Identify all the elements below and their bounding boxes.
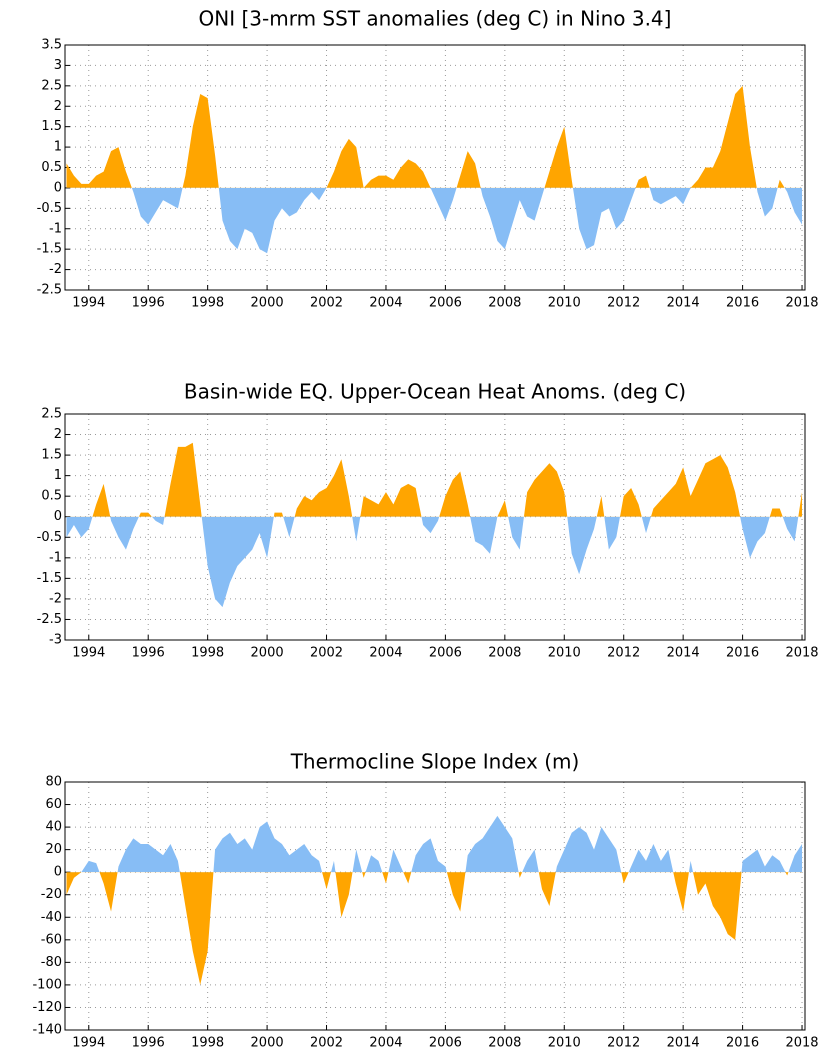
x-tick-label: 1998 xyxy=(191,646,224,661)
y-tick-label: 20 xyxy=(45,842,62,857)
x-tick-label: 1994 xyxy=(72,1036,105,1051)
x-tick-label: 2012 xyxy=(607,296,640,311)
x-tick-label: 2002 xyxy=(310,646,343,661)
y-tick-label: 0.5 xyxy=(41,489,62,504)
x-tick-label: 2016 xyxy=(726,646,759,661)
y-tick-label: -100 xyxy=(32,977,62,992)
chart-title: Basin-wide EQ. Upper-Ocean Heat Anoms. (… xyxy=(184,380,686,404)
y-tick-label: -2.5 xyxy=(37,283,62,298)
y-tick-label: -20 xyxy=(41,887,62,902)
chart-title: ONI [3-mrm SST anomalies (deg C) in Nino… xyxy=(199,7,672,31)
x-tick-label: 2016 xyxy=(726,1036,759,1051)
x-tick-label: 2002 xyxy=(310,296,343,311)
y-tick-label: 1 xyxy=(54,468,62,483)
plot-frame xyxy=(64,781,806,1031)
y-tick-label: -140 xyxy=(32,1023,62,1038)
x-tick-label: 2010 xyxy=(548,1036,581,1051)
y-tick-label: -2 xyxy=(49,591,62,606)
x-tick-label: 2006 xyxy=(429,296,462,311)
x-tick-label: 2018 xyxy=(785,296,818,311)
y-tick-label: 0 xyxy=(54,509,62,524)
x-tick-label: 2004 xyxy=(369,646,402,661)
x-tick-label: 1998 xyxy=(191,1036,224,1051)
y-tick-label: 2.5 xyxy=(41,78,62,93)
x-tick-label: 1994 xyxy=(72,296,105,311)
y-tick-label: -120 xyxy=(32,1000,62,1015)
x-tick-label: 1994 xyxy=(72,646,105,661)
x-tick-label: 2016 xyxy=(726,296,759,311)
x-tick-label: 2006 xyxy=(429,1036,462,1051)
x-tick-label: 2000 xyxy=(251,1036,284,1051)
x-tick-label: 1998 xyxy=(191,296,224,311)
y-tick-label: 3 xyxy=(54,58,62,73)
y-tick-label: -60 xyxy=(41,932,62,947)
x-tick-label: 2012 xyxy=(607,646,640,661)
y-tick-label: -2 xyxy=(49,262,62,277)
x-tick-label: 1996 xyxy=(132,646,165,661)
y-tick-label: 40 xyxy=(45,820,62,835)
x-tick-label: 2018 xyxy=(785,646,818,661)
y-tick-label: 80 xyxy=(45,775,62,790)
x-tick-label: 2014 xyxy=(667,646,700,661)
y-tick-label: -1 xyxy=(49,221,62,236)
y-tick-label: -1 xyxy=(49,550,62,565)
x-tick-label: 2008 xyxy=(488,296,521,311)
x-tick-label: 2004 xyxy=(369,296,402,311)
x-tick-label: 2010 xyxy=(548,296,581,311)
area-negative xyxy=(66,872,803,985)
y-tick-label: 3.5 xyxy=(41,38,62,53)
x-tick-label: 2004 xyxy=(369,1036,402,1051)
y-tick-label: -0.5 xyxy=(37,530,62,545)
x-tick-label: 2000 xyxy=(251,646,284,661)
x-tick-label: 2008 xyxy=(488,646,521,661)
plot-frame xyxy=(64,413,806,641)
y-tick-label: -40 xyxy=(41,910,62,925)
y-tick-label: 2 xyxy=(54,99,62,114)
y-tick-label: 2 xyxy=(54,427,62,442)
area-positive xyxy=(81,815,803,873)
x-tick-label: 2014 xyxy=(667,296,700,311)
x-tick-label: 1996 xyxy=(132,1036,165,1051)
y-tick-label: 1.5 xyxy=(41,119,62,134)
y-tick-label: -2.5 xyxy=(37,612,62,627)
x-tick-label: 2006 xyxy=(429,646,462,661)
y-tick-label: -80 xyxy=(41,955,62,970)
y-tick-label: 0 xyxy=(54,865,62,880)
x-tick-label: 2012 xyxy=(607,1036,640,1051)
plot-frame xyxy=(64,44,806,291)
y-tick-label: -3 xyxy=(49,633,62,648)
y-tick-label: 2.5 xyxy=(41,407,62,422)
chart-title: Thermocline Slope Index (m) xyxy=(290,750,580,774)
y-tick-label: 1 xyxy=(54,140,62,155)
area-positive xyxy=(66,442,803,517)
x-tick-label: 2018 xyxy=(785,1036,818,1051)
y-tick-label: 0.5 xyxy=(41,160,62,175)
x-tick-label: 2010 xyxy=(548,646,581,661)
area-positive xyxy=(66,85,785,188)
x-tick-label: 2002 xyxy=(310,1036,343,1051)
area-negative xyxy=(66,516,799,608)
y-tick-label: 0 xyxy=(54,180,62,195)
x-tick-label: 2000 xyxy=(251,296,284,311)
y-tick-label: 1.5 xyxy=(41,448,62,463)
y-tick-label: 60 xyxy=(45,797,62,812)
x-tick-label: 2014 xyxy=(667,1036,700,1051)
y-tick-label: -0.5 xyxy=(37,201,62,216)
y-tick-label: -1.5 xyxy=(37,571,62,586)
x-tick-label: 2008 xyxy=(488,1036,521,1051)
area-negative xyxy=(66,187,803,254)
y-tick-label: -1.5 xyxy=(37,242,62,257)
x-tick-label: 1996 xyxy=(132,296,165,311)
